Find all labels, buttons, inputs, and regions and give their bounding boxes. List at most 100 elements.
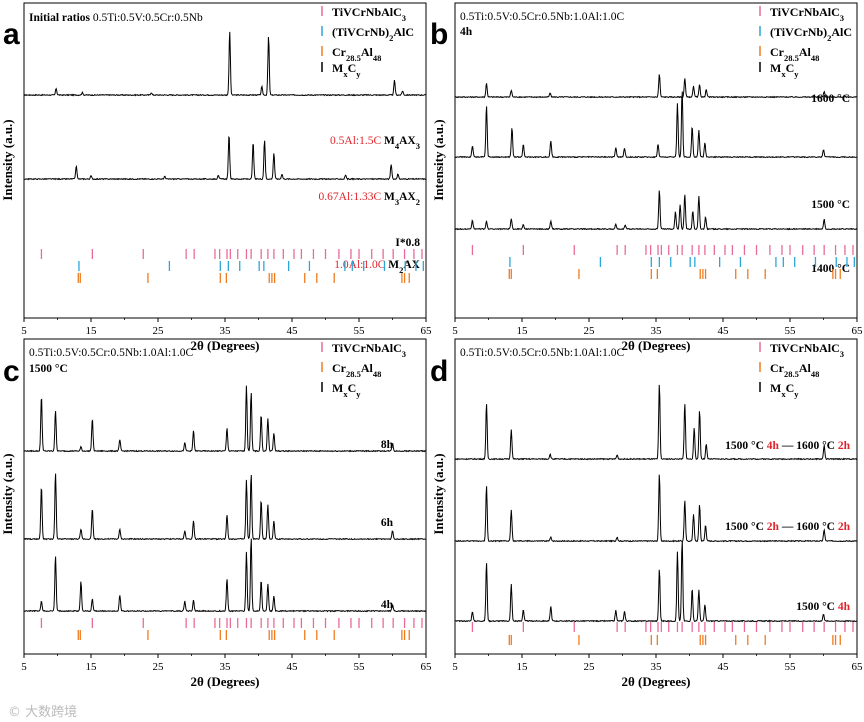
plot-frame — [23, 338, 427, 655]
x-tick-label: 15 — [86, 325, 98, 337]
x-tick-label: 35 — [220, 661, 232, 673]
phase-text: M — [388, 259, 399, 271]
sample-info: 0.5Ti:0.5V:0.5Cr:0.5Nb:1.0Al:1.0C — [29, 347, 194, 359]
legend-label: Cr28.5Al48 — [332, 45, 381, 63]
label-part: C — [786, 61, 795, 75]
pattern-line — [454, 540, 858, 623]
x-tick-label: 5 — [452, 661, 458, 673]
label-part: y — [356, 69, 361, 79]
label-part: 2 — [827, 33, 831, 43]
label-part: — 1600 °C — [779, 440, 838, 452]
x-tick-label: 15 — [517, 325, 529, 337]
label-part: AlC — [393, 25, 414, 39]
phase-text: 2 — [399, 265, 403, 275]
pattern-line — [455, 384, 858, 461]
phase-text: AX — [399, 191, 416, 203]
pattern-line — [24, 31, 427, 97]
phase-text: M — [384, 135, 395, 147]
label-part: (TiVCrNb) — [332, 25, 389, 39]
label-part: 1500 °C — [725, 521, 767, 533]
pattern-label: 1500 °C 4h — [796, 601, 850, 613]
label-part: 3 — [840, 349, 844, 359]
label-part: Al — [361, 45, 374, 59]
info-bold: 1500 °C — [29, 363, 68, 375]
x-tick-label: 25 — [584, 325, 596, 337]
x-tick-label: 65 — [421, 325, 433, 337]
mxcy-label: MxCy — [332, 61, 361, 79]
panel-a: 5 15 25 35 45 55 65 2θ (Degrees) Intensity (a.u.… — [0, 2, 433, 353]
phase-text: AX — [399, 135, 416, 147]
panel-c: 5 15 25 35 45 55 65 2θ (Degrees) Intensity (a.u.… — [0, 338, 432, 689]
label-part: y — [794, 69, 799, 79]
pattern-line — [454, 190, 857, 231]
x-tick-label: 25 — [153, 661, 165, 673]
y-axis-label: Intensity (a.u.) — [431, 453, 446, 534]
panel-letter: b — [430, 18, 448, 51]
pattern-label: 0.5Al:1.5C M4AX3 — [330, 135, 420, 151]
x-tick-label: 55 — [354, 661, 366, 673]
label-part: 2h — [838, 440, 851, 452]
pattern-label: 1500 °C 2h — 1600 °C 2h — [725, 521, 850, 533]
x-axis-label: 2θ (Degrees) — [622, 674, 691, 689]
x-tick-label: 5 — [21, 325, 27, 337]
y-axis-label: Intensity (a.u.) — [431, 119, 446, 200]
y-axis-label: Intensity (a.u.) — [0, 453, 15, 534]
x-tick-label: 45 — [287, 661, 299, 673]
info-rest: 0.5Ti:0.5V:0.5Cr:0.5Nb:1.0Al:1.0C — [29, 347, 194, 359]
mxcy-label: MxCy — [770, 61, 799, 79]
x-tick-label: 25 — [584, 661, 596, 673]
info-rest: 0.5Ti:0.5V:0.5Cr:0.5Nb — [90, 12, 203, 24]
label-part: x — [343, 389, 348, 399]
pattern-line — [454, 474, 858, 543]
sample-info: Initial ratios 0.5Ti:0.5V:0.5Cr:0.5Nb — [29, 12, 203, 24]
label-part: TiVCrNbAlC — [770, 341, 840, 355]
label-part: 1500 °C — [725, 440, 767, 452]
x-tick-label: 55 — [785, 661, 797, 673]
pattern-label: 1600 °C — [811, 93, 850, 105]
x-tick-label: 35 — [651, 661, 663, 673]
ratio-text: 1.0Al:1.0C — [334, 259, 388, 271]
sample-info: 0.5Ti:0.5V:0.5Cr:0.5Nb:1.0Al:1.0C — [460, 11, 625, 23]
panel-d: 5 15 25 35 45 55 65 2θ (Degrees) Intensity (a.u.… — [430, 338, 864, 689]
x-tick-label: 65 — [852, 661, 864, 673]
label-part: Al — [799, 361, 812, 375]
panel-letter: d — [430, 355, 448, 388]
phase-text: 3 — [395, 197, 399, 207]
label-part: C — [348, 381, 357, 395]
info-rest: 0.5Ti:0.5V:0.5Cr:0.5Nb:1.0Al:1.0C — [460, 347, 625, 359]
label-part: 3 — [840, 13, 844, 23]
x-tick-label: 5 — [21, 661, 27, 673]
label-part: 2h — [838, 521, 851, 533]
info-rest: 0.5Ti:0.5V:0.5Cr:0.5Nb:1.0Al:1.0C — [460, 11, 625, 23]
label-part: 28.5 — [784, 369, 799, 379]
pattern-label: 1.0Al:1.0C M2AX — [334, 259, 420, 275]
x-tick-label: 55 — [785, 325, 797, 337]
label-part: M — [770, 381, 781, 395]
label-part: y — [356, 389, 361, 399]
label-part: 48 — [811, 369, 820, 379]
legend-label: TiVCrNbAlC3 — [332, 341, 406, 359]
label-part: 28.5 — [346, 369, 361, 379]
x-tick-label: 5 — [452, 325, 458, 337]
label-part: M — [332, 381, 343, 395]
x-axis-label: 2θ (Degrees) — [622, 338, 691, 353]
label-part: 3 — [402, 13, 406, 23]
phase-text: 3 — [416, 141, 420, 151]
phase-text: M — [384, 191, 395, 203]
label-part: 48 — [811, 53, 820, 63]
pattern-label: 1500 °C — [811, 199, 850, 211]
pattern-label: 0.67Al:1.33C M3AX2 — [319, 191, 420, 207]
x-tick-label: 45 — [718, 661, 730, 673]
panel-b: 5 15 25 35 45 55 65 2θ (Degrees) Intensity (a.u.… — [430, 2, 863, 353]
pattern-label: 1400 °C — [811, 263, 850, 275]
sample-info: 0.5Ti:0.5V:0.5Cr:0.5Nb:1.0Al:1.0C — [460, 347, 625, 359]
phase-text: AX — [403, 259, 420, 271]
panel-letter: a — [3, 18, 20, 51]
x-axis-label: 2θ (Degrees) — [191, 674, 260, 689]
label-part: x — [343, 69, 348, 79]
pattern-label: 1500 °C 4h — 1600 °C 2h — [725, 440, 850, 452]
pattern-label: 6h — [381, 517, 394, 529]
label-part: TiVCrNbAlC — [770, 5, 840, 19]
mxcy-label: MxCy — [332, 381, 361, 399]
